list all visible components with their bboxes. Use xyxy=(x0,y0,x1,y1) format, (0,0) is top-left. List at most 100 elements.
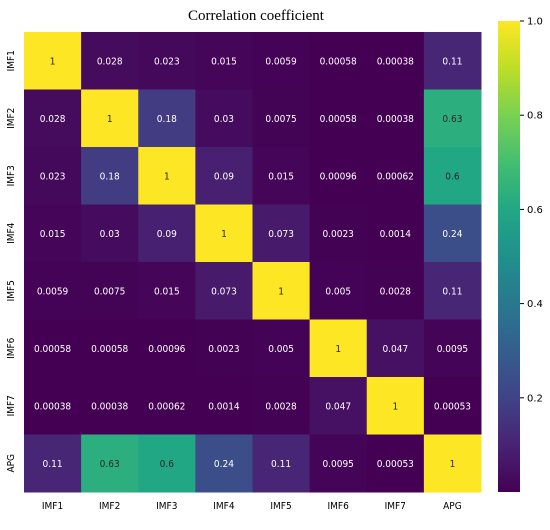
heatmap-cell xyxy=(81,434,139,493)
heatmap-cell xyxy=(195,262,253,320)
cell-value-label: 0.0095 xyxy=(322,459,353,470)
cell-value-label: 0.0023 xyxy=(322,229,353,240)
cell-value-label: 0.0059 xyxy=(265,56,297,67)
heatmap-cell xyxy=(309,147,368,205)
y-tick-label: IMF2 xyxy=(6,108,17,129)
x-tick-label: IMF4 xyxy=(213,501,235,512)
heatmap-cell xyxy=(138,262,196,320)
x-tick-label: IMF7 xyxy=(385,501,406,512)
heatmap-cell xyxy=(138,204,196,263)
heatmap-cell xyxy=(195,434,253,493)
heatmap-cells: 1 0.028 0.023 0.015 0.0059 0.00058 0.00038 0.11… xyxy=(24,32,482,493)
cell-value-label: 0.015 xyxy=(211,56,237,67)
cell-value-label: 0.005 xyxy=(268,344,294,355)
cell-value-label: 1 xyxy=(164,171,170,182)
heatmap-cell xyxy=(24,319,82,378)
colorbar-gradient xyxy=(498,21,520,492)
heatmap-cell xyxy=(423,377,482,435)
heatmap-cell xyxy=(423,32,482,90)
heatmap-cell xyxy=(423,262,482,320)
colorbar: 1.0 0.8 0.6 0.4 0.2 xyxy=(498,17,543,492)
cell-value-label: 0.00038 xyxy=(91,401,128,412)
heatmap-cell xyxy=(24,32,82,90)
heatmap-cell xyxy=(309,262,368,320)
colorbar-tick-label: 0.4 xyxy=(527,299,543,310)
heatmap-cell xyxy=(24,377,82,435)
heatmap-cell xyxy=(195,147,253,205)
cell-value-label: 0.005 xyxy=(325,286,351,297)
heatmap-cell xyxy=(309,319,368,378)
heatmap-cell xyxy=(252,147,311,205)
heatmap-cell xyxy=(423,434,482,493)
cell-value-label: 0.0095 xyxy=(437,344,468,355)
heatmap-cell xyxy=(309,89,368,148)
cell-value-label: 0.0014 xyxy=(380,229,412,240)
heatmap-cell xyxy=(81,319,139,378)
heatmap-cell xyxy=(252,89,311,148)
heatmap-cell xyxy=(138,377,196,435)
cell-value-label: 0.0028 xyxy=(380,286,412,297)
heatmap-cell xyxy=(366,204,425,263)
cell-value-label: 0.09 xyxy=(214,171,234,182)
y-tick-label: IMF6 xyxy=(6,337,17,359)
heatmap-cell xyxy=(195,377,253,435)
cell-value-label: 0.023 xyxy=(40,171,66,182)
heatmap-cell xyxy=(138,434,196,493)
cell-value-label: 0.00096 xyxy=(148,344,185,355)
heatmap-cell xyxy=(24,204,82,263)
cell-value-label: 0.6 xyxy=(160,459,175,470)
heatmap-cell xyxy=(195,204,253,263)
heatmap-cell xyxy=(252,204,311,263)
cell-value-label: 0.015 xyxy=(154,286,180,297)
cell-value-label: 0.03 xyxy=(214,114,234,125)
cell-value-label: 0.24 xyxy=(442,229,462,240)
cell-value-label: 0.11 xyxy=(442,286,462,297)
heatmap-cell xyxy=(138,32,196,90)
heatmap-cell xyxy=(423,147,482,205)
cell-value-label: 0.00058 xyxy=(34,344,71,355)
cell-value-label: 0.0023 xyxy=(208,344,239,355)
cell-value-label: 0.0059 xyxy=(37,286,69,297)
x-tick-label: IMF5 xyxy=(270,501,291,512)
x-tick-label: IMF1 xyxy=(42,501,63,512)
heatmap-cell xyxy=(309,434,368,493)
cell-value-label: 0.11 xyxy=(43,459,63,470)
heatmap-cell xyxy=(366,377,425,435)
heatmap-cell xyxy=(195,32,253,90)
heatmap-cell xyxy=(423,204,482,263)
heatmap-cell xyxy=(81,89,139,148)
x-axis-ticks: IMF1 IMF2 IMF3 IMF4 IMF5 IMF6 IMF7 APG xyxy=(42,501,462,512)
heatmap-cell xyxy=(252,262,311,320)
heatmap-cell xyxy=(252,319,311,378)
heatmap-cell xyxy=(24,262,82,320)
colorbar-tick-label: 0.8 xyxy=(527,111,543,122)
y-tick-label: IMF7 xyxy=(6,395,17,416)
y-tick-label: IMF5 xyxy=(6,280,17,301)
heatmap-cell xyxy=(366,319,425,378)
cell-value-label: 0.00096 xyxy=(320,171,357,182)
cell-value-label: 0.00058 xyxy=(320,114,357,125)
cell-value-label: 0.028 xyxy=(97,56,123,67)
cell-value-label: 0.18 xyxy=(100,171,120,182)
heatmap-cell xyxy=(423,89,482,148)
y-tick-label: IMF3 xyxy=(6,165,17,186)
heatmap-cell xyxy=(81,32,139,90)
colorbar-tick-label: 0.2 xyxy=(527,393,543,404)
heatmap-cell xyxy=(252,434,311,493)
heatmap-cell xyxy=(366,89,425,148)
heatmap-cell xyxy=(138,319,196,378)
heatmap-cell xyxy=(366,147,425,205)
heatmap-cell xyxy=(81,204,139,263)
cell-value-label: 1 xyxy=(221,229,227,240)
y-tick-label: APG xyxy=(6,454,17,473)
heatmap-cell xyxy=(309,377,368,435)
heatmap-cell xyxy=(138,89,196,148)
heatmap-cell xyxy=(252,32,311,90)
cell-value-label: 0.0014 xyxy=(208,401,240,412)
y-axis-ticks: IMF1 IMF2 IMF3 IMF4 IMF5 IMF6 IMF7 APG xyxy=(6,50,17,472)
x-tick-label: IMF6 xyxy=(328,501,350,512)
x-tick-label: APG xyxy=(443,501,462,512)
heatmap-cell xyxy=(252,377,311,435)
cell-value-label: 1 xyxy=(335,344,341,355)
chart-title: Correlation coefficient xyxy=(188,8,325,24)
